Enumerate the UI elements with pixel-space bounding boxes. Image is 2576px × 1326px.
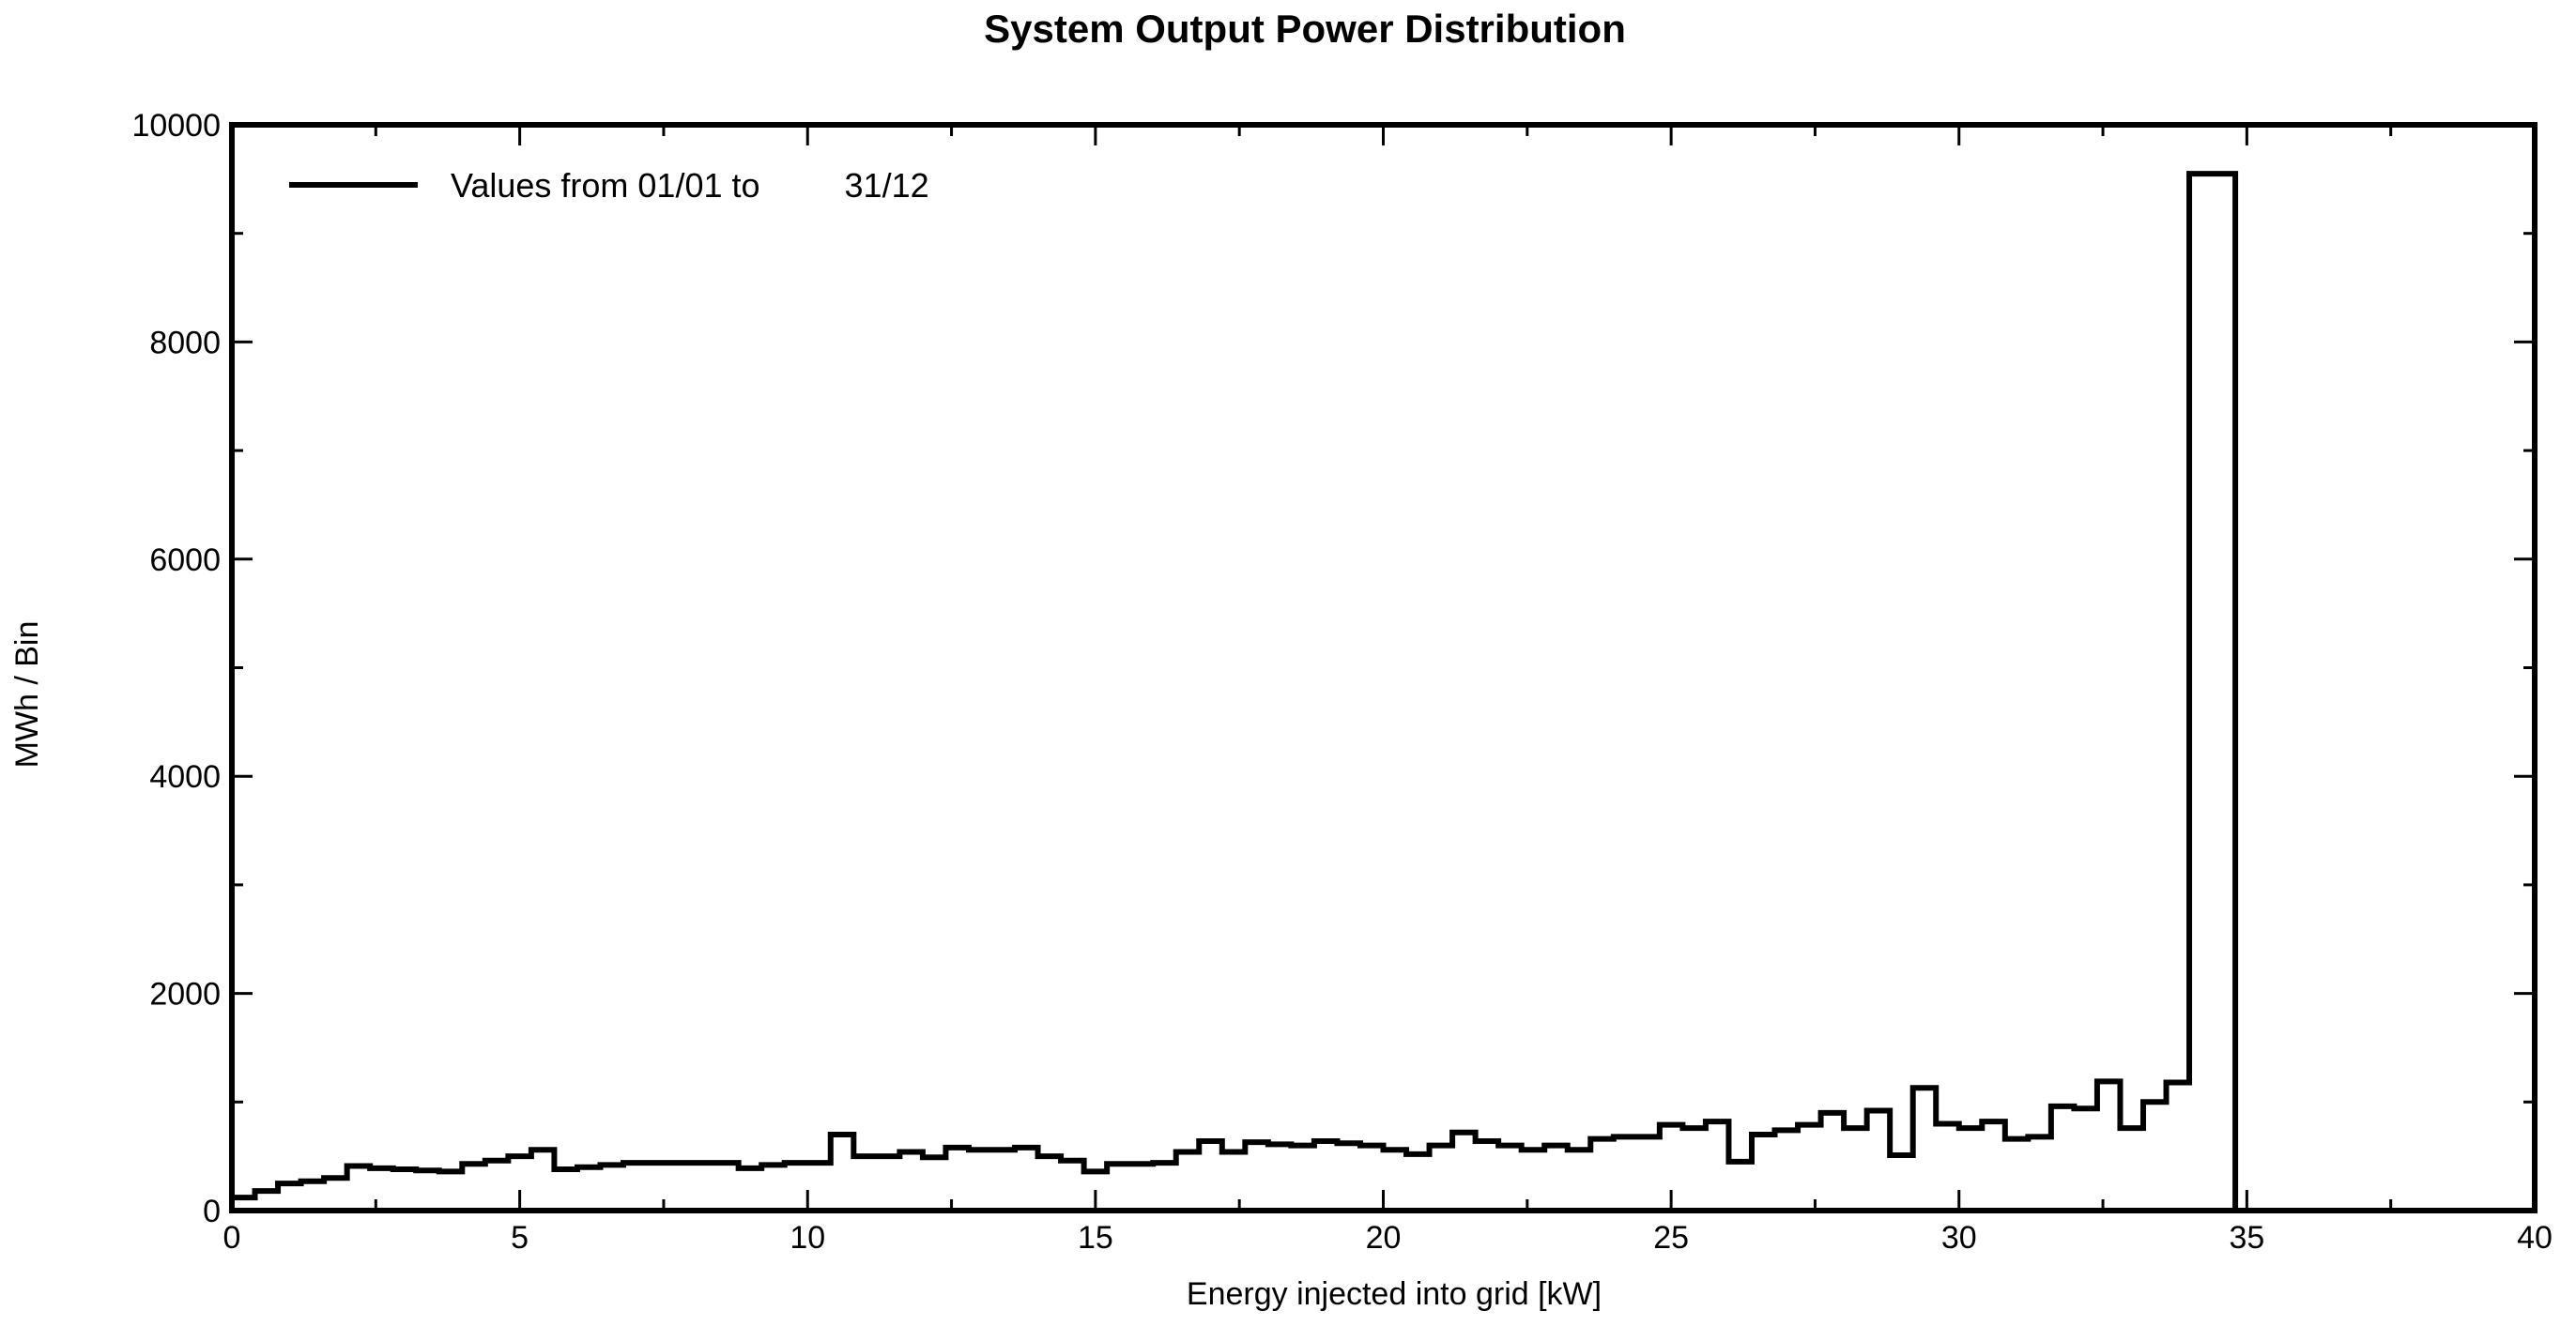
series-step-line: [232, 171, 2535, 1213]
x-tick-label: 25: [1653, 1220, 1689, 1256]
legend: Values from 01/01 to 31/12: [289, 166, 929, 205]
x-tick-label: 35: [2229, 1220, 2264, 1256]
y-tick-label: 10000: [131, 108, 221, 144]
y-axis: 0 2000 4000 6000 8000 10000: [131, 108, 2535, 1229]
y-tick-label: 2000: [149, 977, 221, 1013]
x-tick-label: 10: [790, 1220, 825, 1256]
x-tick-label: 15: [1078, 1220, 1113, 1256]
y-tick-label: 4000: [149, 759, 221, 795]
series-layer: [232, 171, 2535, 1213]
legend-label: Values from 01/01 to 31/12: [451, 166, 929, 205]
x-tick-label: 30: [1941, 1220, 1977, 1256]
y-axis-label: MWh / Bin: [9, 621, 45, 769]
x-axis: 0 5 10 15 20 25 30 35 40: [223, 125, 2553, 1256]
y-tick-label: 8000: [149, 325, 221, 360]
x-tick-label: 0: [223, 1220, 241, 1256]
y-tick-label: 6000: [149, 542, 221, 578]
x-tick-label: 20: [1366, 1220, 1402, 1256]
y-tick-label: 0: [203, 1194, 221, 1229]
chart-title: System Output Power Distribution: [984, 7, 1626, 51]
x-tick-label: 5: [511, 1220, 529, 1256]
x-tick-label: 40: [2517, 1220, 2553, 1256]
x-axis-label: Energy injected into grid [kW]: [1187, 1276, 1602, 1312]
